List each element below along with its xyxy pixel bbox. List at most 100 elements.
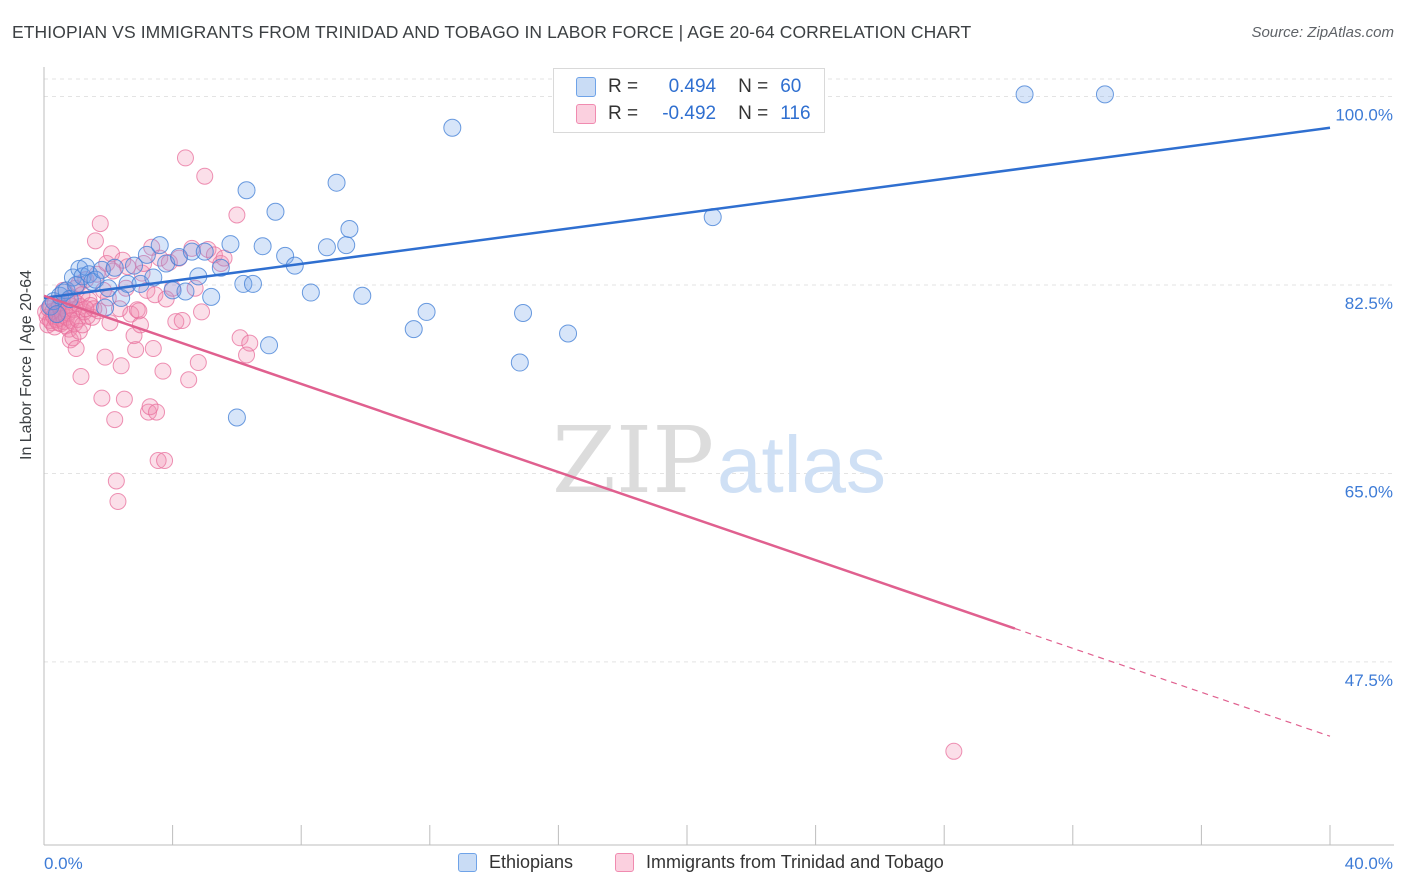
y-tick-label: 65.0% (1345, 482, 1393, 501)
ethiopians-point (221, 235, 240, 254)
trinidad-point (193, 303, 211, 321)
trinidad-point (189, 354, 207, 372)
ethiopians-point (514, 304, 533, 322)
watermark: ZIP atlas (552, 407, 886, 514)
chart-title: ETHIOPIAN VS IMMIGRANTS FROM TRINIDAD AN… (12, 22, 972, 42)
ethiopians-point (301, 283, 320, 302)
trinidad-point (186, 279, 204, 297)
ethiopians-point (83, 272, 102, 291)
ethiopians-point (337, 236, 356, 255)
legend-row-ethiopians: R = 0.494 N = 60 (576, 75, 801, 99)
ethiopians-point (404, 320, 423, 339)
y-tick-label: 100.0% (1335, 106, 1393, 125)
trinidad-point (241, 334, 259, 352)
ethiopians-point (443, 118, 462, 137)
trinidad-point (109, 492, 127, 510)
n-label: N = (738, 103, 769, 124)
correlation-legend: R = 0.494 N = 60 R = -0.492 N = 116 (553, 68, 825, 133)
trinidad-point (167, 313, 185, 331)
trinidad-point (119, 258, 137, 276)
trinidad-point (180, 371, 198, 389)
ethiopians-point (211, 258, 230, 277)
n-value-ethiopians: 60 (780, 76, 802, 97)
trinidad-point (93, 389, 111, 407)
r-label: R = (608, 76, 639, 97)
trinidad-point (86, 232, 104, 250)
trinidad-point (156, 452, 174, 470)
legend-row-trinidad: R = -0.492 N = 116 (576, 102, 811, 126)
trinidad-point (173, 312, 191, 330)
chart-source: Source: ZipAtlas.com (1251, 24, 1394, 41)
trinidad-point (61, 331, 79, 349)
watermark-zip: ZIP (552, 407, 714, 514)
trinidad-point (228, 206, 246, 224)
trinidad-point (148, 403, 166, 421)
trinidad-point (945, 742, 963, 760)
ethiopians-point (182, 242, 201, 261)
tick-labels: 47.5% 65.0% 82.5% 100.0% 0.0% 40.0% (44, 106, 1393, 873)
ethiopians-swatch (576, 77, 596, 97)
ethiopians-point (353, 286, 372, 305)
ethiopians-point (176, 282, 195, 301)
trinidad-point (112, 357, 130, 375)
ethiopians-point (1015, 85, 1034, 104)
y-tick-label: 82.5% (1345, 294, 1393, 313)
ethiopians-legend-label: Ethiopians (489, 852, 574, 872)
y-tick-label: 47.5% (1345, 671, 1393, 690)
series-ethiopians (41, 85, 1114, 427)
ethiopians-point (243, 274, 262, 293)
ethiopians-point (227, 408, 246, 427)
ethiopians-point (417, 302, 436, 321)
trinidad-trend-line (43, 294, 1016, 630)
trinidad-point (144, 340, 162, 358)
trinidad-point (72, 368, 90, 386)
ethiopians-point (150, 236, 169, 255)
trinidad-point (115, 390, 133, 408)
trinidad-legend-swatch (615, 853, 634, 872)
ethiopians-point (105, 258, 124, 277)
trinidad-point (96, 348, 114, 366)
trinidad-point (196, 167, 214, 185)
x-tick-label: 40.0% (1345, 854, 1393, 873)
ethiopians-point (1095, 85, 1114, 104)
x-tick-label: 0.0% (44, 854, 83, 873)
ethiopians-point (47, 305, 66, 324)
trinidad-point (149, 452, 167, 470)
ethiopians-point (260, 336, 279, 355)
ethiopians-point (195, 242, 214, 261)
axes (43, 67, 1394, 846)
ethiopians-point (559, 324, 578, 343)
gridlines (44, 78, 1394, 663)
ethiopians-point (340, 220, 359, 238)
r-value-ethiopians: 0.494 (668, 76, 717, 97)
ethiopians-point (253, 237, 272, 256)
trinidad-legend-label: Immigrants from Trinidad and Tobago (646, 852, 944, 872)
n-value-trinidad: 116 (780, 103, 811, 124)
ethiopians-point (510, 353, 529, 372)
n-label: N = (738, 76, 769, 97)
trinidad-point (64, 329, 82, 347)
trinidad-point (107, 472, 125, 490)
trinidad-point (146, 286, 164, 304)
ethiopians-point (234, 274, 253, 293)
ethiopians-point (202, 287, 221, 306)
ethiopians-point (317, 238, 336, 257)
trinidad-point (154, 362, 172, 380)
trinidad-point (176, 149, 194, 167)
trinidad-point (67, 340, 85, 358)
bottom-legend-ethiopians: Ethiopians (458, 852, 573, 873)
trinidad-point (130, 302, 148, 320)
ethiopians-point (266, 202, 285, 221)
ethiopians-trend-line (43, 126, 1331, 300)
watermark-atlas: atlas (717, 420, 886, 509)
ethiopians-point (276, 246, 295, 265)
ethiopians-point (137, 245, 156, 264)
ethiopians-point (86, 270, 105, 289)
r-value-trinidad: -0.492 (662, 103, 717, 124)
trend-lines (43, 126, 1331, 737)
ethiopians-point (327, 173, 346, 192)
trinidad-point (127, 341, 145, 359)
ethiopians-point (125, 256, 144, 275)
ethiopians-point (237, 181, 256, 200)
